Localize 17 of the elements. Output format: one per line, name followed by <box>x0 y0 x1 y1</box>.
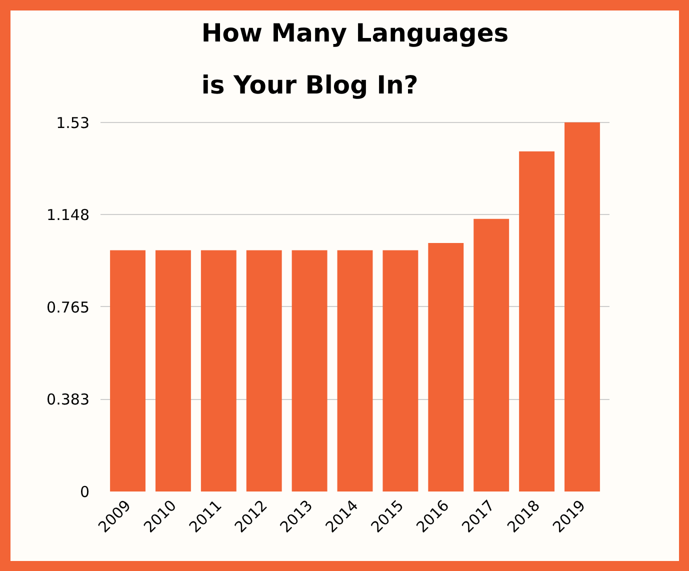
bar <box>564 122 600 492</box>
y-tick-label: 1.148 <box>46 206 90 224</box>
bar <box>292 250 328 492</box>
bar <box>200 250 236 492</box>
y-tick-label: 1.53 <box>56 114 90 132</box>
bar <box>110 250 146 492</box>
bar <box>428 243 464 492</box>
y-tick-label: 0.765 <box>46 298 90 316</box>
bar <box>337 250 373 492</box>
bar <box>382 250 418 492</box>
bar <box>474 218 510 492</box>
y-tick-label: 0.383 <box>46 390 90 409</box>
chart-title: How Many Languages is Your Blog In? <box>201 18 509 100</box>
bar <box>519 151 555 492</box>
bar <box>246 250 282 492</box>
bar <box>155 250 191 492</box>
y-tick-label: 0 <box>80 483 90 501</box>
